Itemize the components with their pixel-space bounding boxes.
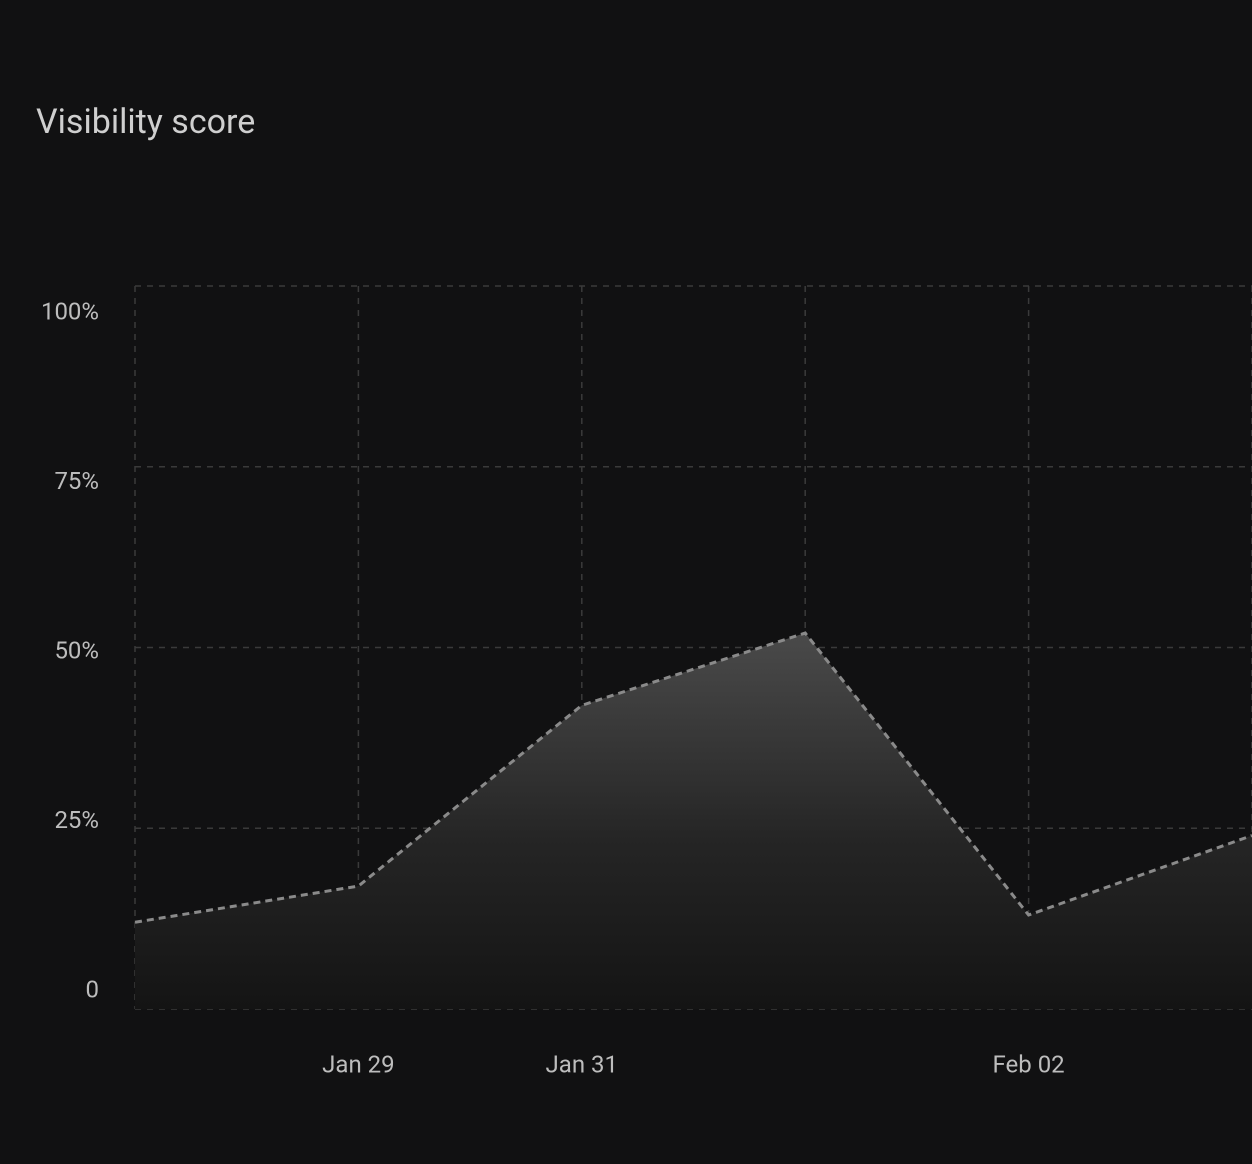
x-tick-label: Jan 29: [322, 1050, 394, 1078]
y-tick-label: 100%: [41, 297, 99, 325]
x-tick-label: Jan 31: [546, 1050, 618, 1078]
y-tick-label: 25%: [54, 806, 99, 834]
y-tick-label: 50%: [54, 636, 99, 664]
y-tick-label: 75%: [54, 467, 99, 495]
area-fill: [135, 633, 1252, 1009]
y-tick-label: 0: [86, 975, 100, 1003]
chart-title: Visibility score: [36, 102, 255, 142]
x-tick-label: Feb 02: [993, 1050, 1065, 1078]
